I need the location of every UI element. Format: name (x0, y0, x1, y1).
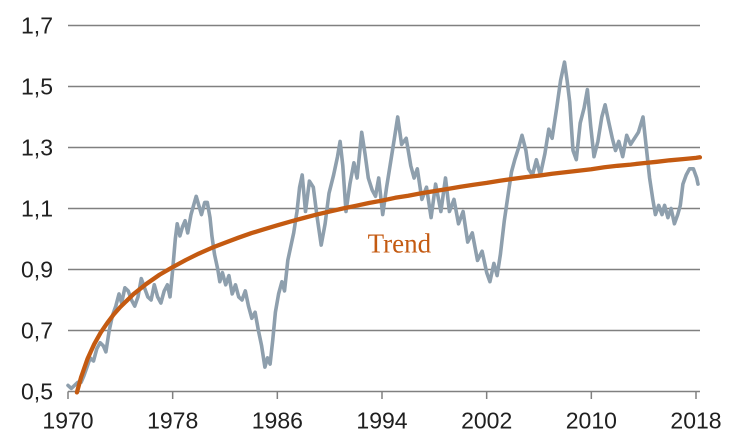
trend-annotation-label: Trend (368, 229, 432, 259)
x-axis-tick-label: 2002 (461, 408, 512, 434)
trend-series-line (74, 155, 703, 395)
x-axis-tick-label: 1978 (147, 408, 198, 434)
x-axis-tick-label: 1994 (356, 408, 407, 434)
actual-series-line (66, 60, 700, 391)
y-axis-tick-label: 0,9 (21, 257, 53, 283)
x-axis-tick-label: 2018 (670, 408, 721, 434)
x-axis-tick-label: 1970 (42, 408, 93, 434)
y-axis-tick-label: 0,5 (21, 379, 53, 405)
y-axis-tick-label: 1,1 (21, 196, 53, 222)
y-axis-tick-label: 1,3 (21, 135, 53, 161)
x-axis-tick-label: 2010 (566, 408, 617, 434)
y-axis-tick-label: 1,5 (21, 74, 53, 100)
y-axis-tick-label: 0,7 (21, 318, 53, 344)
y-axis-tick-label: 1,7 (21, 13, 53, 39)
x-axis-tick-label: 1986 (252, 408, 303, 434)
